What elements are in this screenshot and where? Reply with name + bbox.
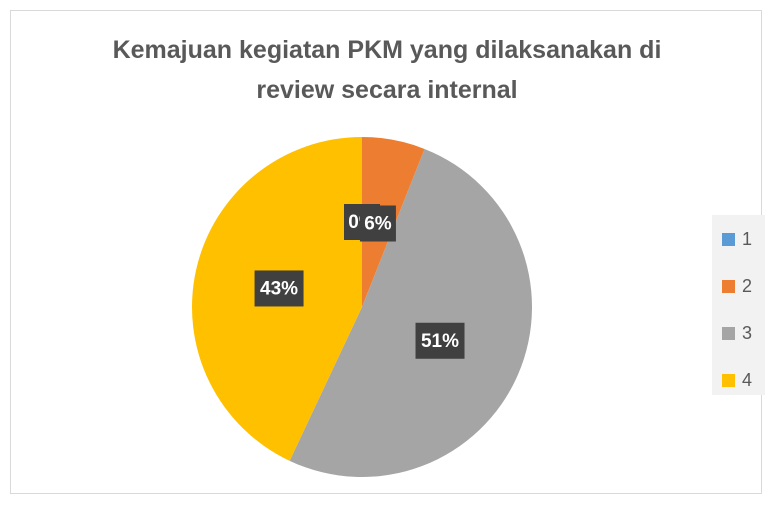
data-label-box — [254, 270, 304, 307]
data-label: 43% — [260, 278, 298, 299]
legend-label: 3 — [742, 323, 752, 343]
legend-label: 1 — [742, 229, 752, 249]
chart-title: Kemajuan kegiatan PKM yang dilaksanakan … — [112, 36, 662, 104]
legend-label: 2 — [742, 276, 752, 296]
legend-label: 4 — [742, 370, 752, 390]
legend-box — [712, 215, 765, 395]
legend-swatch — [722, 280, 735, 293]
data-label: 6% — [364, 214, 392, 235]
data-label-box — [415, 322, 465, 359]
pie-slice — [289, 148, 533, 478]
legend-swatch — [722, 233, 735, 246]
legend-swatch — [722, 327, 735, 340]
legend-swatch — [722, 374, 735, 387]
data-label: 51% — [421, 331, 459, 352]
data-label-box — [359, 205, 396, 242]
